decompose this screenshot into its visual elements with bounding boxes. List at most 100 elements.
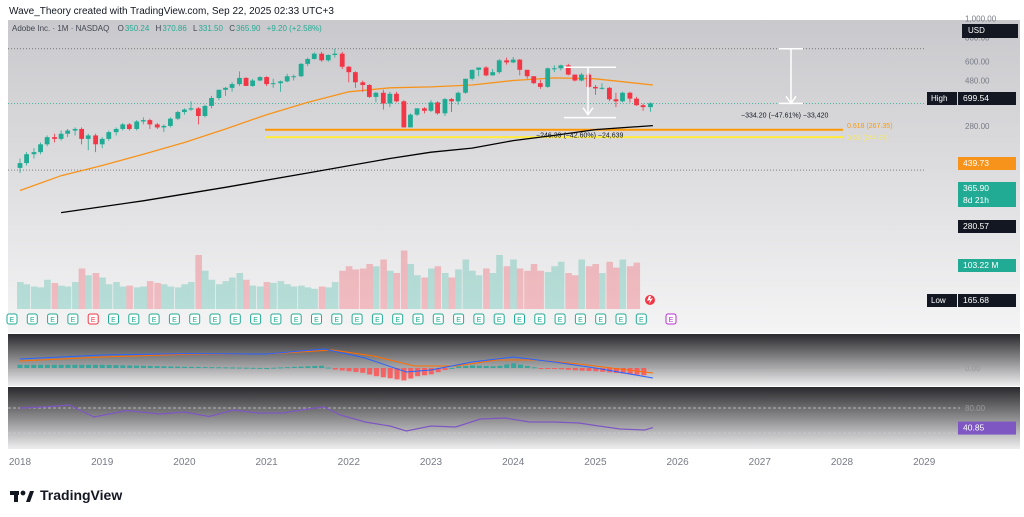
price-label-value: 8d 21h [963, 195, 989, 205]
macd-histogram-bar [298, 366, 304, 368]
candle-body [524, 69, 530, 77]
macd-histogram-bar [380, 368, 386, 378]
volume-bar [565, 273, 572, 309]
price-label-name: Low [931, 296, 946, 305]
volume-bar [318, 286, 326, 309]
earnings-marker-label: E [578, 317, 583, 324]
ohlc-legend: Adobe Inc. · 1M · NASDAQ O350.24 H370.86… [12, 24, 326, 33]
price-label-value: 439.73 [963, 158, 989, 168]
earnings-marker-label: E [558, 317, 563, 324]
candle-body [414, 108, 420, 115]
macd-histogram-bar [278, 367, 284, 369]
candle-body [648, 103, 653, 108]
macd-histogram-bar [346, 368, 352, 372]
time-axis-tick: 2020 [173, 457, 196, 468]
macd-line [19, 348, 653, 379]
time-axis-tick: 2019 [91, 457, 114, 468]
candle-body [311, 53, 317, 59]
volume-bar [441, 273, 449, 309]
volume-bar [407, 264, 415, 309]
close-key: C [229, 24, 235, 33]
volume-bar [119, 286, 127, 309]
volume-bar [133, 287, 141, 309]
earnings-marker-label: E [233, 317, 238, 324]
earnings-marker [371, 313, 383, 325]
candle-body [140, 120, 146, 122]
volume-bar [263, 282, 271, 309]
rsi-pane [8, 387, 1020, 449]
price-label-box [958, 182, 1016, 195]
volume-bar [105, 284, 113, 309]
candle-body [195, 108, 201, 116]
candle-body [373, 92, 379, 97]
price-axis-tick: 1,000.00 [965, 15, 997, 24]
volume-bar [496, 255, 503, 309]
macd-histogram-bar [291, 366, 297, 368]
volume-bar [17, 282, 24, 309]
candle-body [332, 53, 338, 55]
macd-histogram-bar [257, 367, 263, 369]
volume-bar [626, 266, 634, 309]
candle-body [291, 76, 297, 78]
macd-histogram-bar [586, 368, 592, 371]
volume-bar [92, 273, 100, 309]
macd-histogram-bar [360, 368, 366, 373]
macd-histogram-bar [332, 368, 338, 370]
volume-bar [339, 270, 346, 309]
candle-body [38, 144, 43, 153]
macd-histogram-bar [140, 365, 146, 368]
candle-body [188, 108, 194, 110]
volume-bar [284, 284, 291, 309]
macd-histogram-bar [394, 368, 400, 380]
main-pane [8, 20, 1020, 333]
price-label-box [958, 194, 1016, 207]
candle-body [72, 128, 78, 131]
volume-bar [181, 284, 188, 309]
candle-body [202, 105, 208, 116]
macd-histogram-bar [216, 367, 222, 369]
candle-body [387, 93, 393, 104]
volume-bar [85, 275, 92, 309]
volume-bar [195, 255, 202, 309]
earnings-marker [87, 313, 99, 325]
candle-body [572, 74, 578, 81]
time-axis-tick: 2027 [749, 457, 772, 468]
volume-bar [524, 270, 531, 309]
candle-body [154, 124, 160, 128]
macd-histogram-bar [120, 365, 126, 368]
earnings-marker [493, 313, 505, 325]
earnings-marker [67, 313, 79, 325]
earnings-marker [432, 313, 444, 325]
volume-bar [146, 281, 154, 309]
rsi-value-box [958, 421, 1016, 435]
price-label-value: 165.68 [963, 295, 989, 305]
candle-body [449, 99, 454, 102]
earnings-marker [229, 313, 241, 325]
volume-bar [551, 266, 558, 309]
currency-badge[interactable]: USD [962, 24, 1018, 38]
earnings-marker-label: E [30, 317, 35, 324]
earnings-marker-label: E [131, 317, 136, 324]
volume-bar [201, 270, 209, 309]
volume-bar [243, 279, 250, 309]
candle-body [113, 128, 119, 133]
volume-bar [537, 270, 544, 309]
earnings-marker-label: E [111, 317, 116, 324]
earnings-marker-label: E [91, 317, 96, 324]
earnings-marker-label: E [395, 317, 400, 324]
price-label-box [958, 220, 1016, 233]
candle-body [31, 152, 37, 155]
volume-bar [51, 282, 59, 309]
macd-histogram-bar [538, 368, 544, 369]
volume-bar [30, 286, 38, 309]
volume-bar [421, 277, 429, 309]
volume-bar [331, 282, 339, 309]
volume-bar [311, 288, 318, 309]
macd-histogram-bar [469, 365, 475, 368]
volume-bar [606, 261, 613, 309]
volume-bar [58, 285, 65, 309]
macd-histogram-bar [517, 364, 523, 368]
candle-body [469, 69, 475, 79]
high-key: H [155, 24, 162, 33]
